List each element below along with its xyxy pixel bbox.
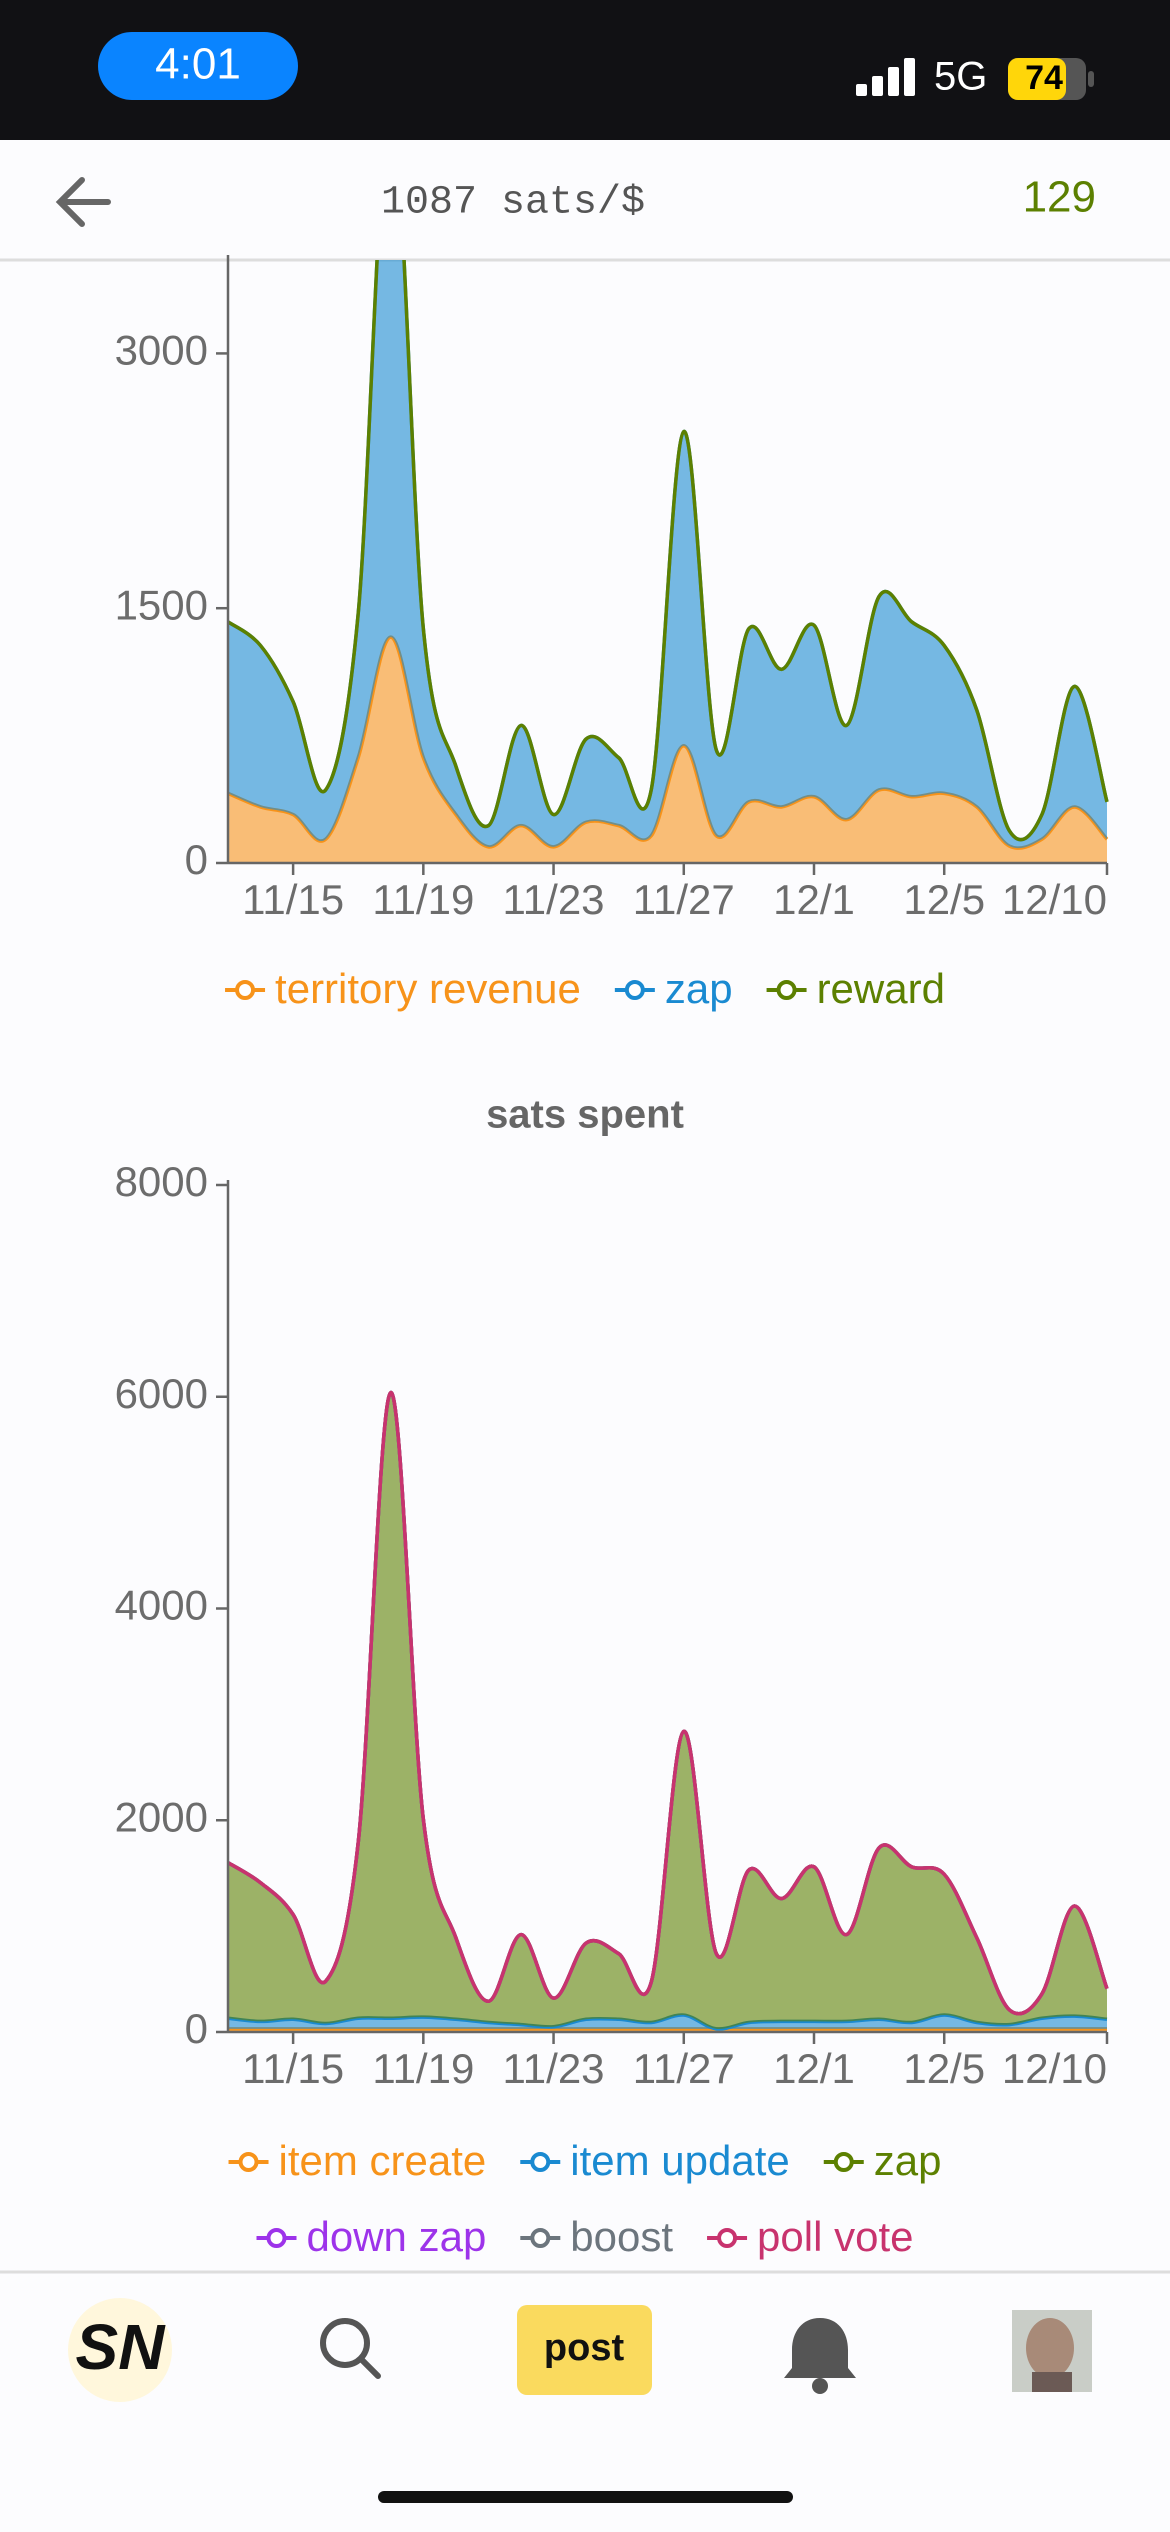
y-tick-label: 4000 [115,1582,208,1629]
legend-marker [624,980,645,1000]
legend-item: down zap [256,2213,487,2260]
legend-label: zap [874,2137,942,2184]
post-label: post [544,2327,625,2369]
y-tick-label: 3000 [115,327,208,374]
signal-icon [856,58,915,96]
network: 5G [934,55,987,99]
legend-label: territory revenue [275,965,581,1012]
plot-area [226,260,1109,863]
legend-marker [238,2152,259,2172]
legend-item: territory revenue [225,965,581,1012]
notifications-button[interactable] [784,2318,856,2394]
chart-title: sats spent [486,1093,684,1137]
x-tick-label: 11/15 [242,876,344,923]
x-tick-label: 12/10 [1002,2045,1107,2092]
charts: 0 1500 3000 11/15 11/19 11/23 11/27 12/1 12/5 12/… [115,255,1109,2260]
x-tick-label: 11/19 [372,876,474,923]
area-line [227,1390,1109,2016]
x-tick-label: 12/1 [773,2045,855,2092]
logo[interactable]: SN [76,2311,167,2383]
legend-item: poll vote [707,2213,913,2260]
search-button[interactable] [320,2318,381,2379]
x-tick-label: 11/15 [242,2045,344,2092]
area [228,260,1107,849]
legend-marker [235,980,256,1000]
area-line [226,260,1109,842]
legend-label: poll vote [757,2213,913,2260]
legend-marker [530,2152,551,2172]
legend-item: item create [228,2137,487,2184]
legend-marker [530,2228,551,2248]
legend-item: zap [823,2137,942,2184]
legend-label: item create [279,2137,487,2184]
chart: 0 1500 3000 11/15 11/19 11/23 11/27 12/1 12/5 12/… [115,255,1109,1012]
battery-nub [1088,71,1094,87]
time-pill [98,32,298,100]
header [0,140,1170,260]
legend-item: boost [520,2213,673,2260]
back-button[interactable] [55,177,111,227]
area [228,1392,1107,2029]
legend-item: item update [520,2137,790,2184]
legend-marker [776,980,797,1000]
x-tick-label: 12/10 [1002,876,1107,923]
x-tick-label: 11/19 [372,2045,474,2092]
y-tick-label: 8000 [115,1158,208,1205]
post-button[interactable] [517,2305,652,2395]
legend-label: boost [570,2213,673,2260]
time: 4:01 [155,40,241,89]
y-tick-label: 0 [185,2005,208,2052]
x-tick-label: 12/5 [903,876,985,923]
legend-label: item update [570,2137,789,2184]
x-tick-label: 12/1 [773,876,855,923]
exchange-rate: 1087 sats/$ [381,181,645,226]
legend-marker [833,2152,854,2172]
plot-area [227,1390,1109,2032]
y-tick-label: 1500 [115,581,208,628]
x-tick-label: 12/5 [903,2045,985,2092]
legend-label: down zap [307,2213,487,2260]
logo-bg [68,2298,172,2402]
x-tick-label: 11/23 [503,2045,605,2092]
y-tick-label: 0 [185,836,208,883]
y-tick-label: 2000 [115,1793,208,1840]
area [228,2014,1107,2029]
legend-item: zap [614,965,733,1012]
legend-label: zap [665,965,733,1012]
wallet-balance[interactable]: 129 [1023,173,1096,222]
legend-item: reward [766,965,945,1012]
battery-level [1008,58,1066,100]
legend-marker [266,2228,287,2248]
legend-label: reward [817,965,945,1012]
profile-avatar[interactable] [1012,2310,1092,2392]
home-indicator [378,2491,793,2503]
x-tick-label: 11/23 [503,876,605,923]
y-tick-label: 6000 [115,1370,208,1417]
chart: 0 2000 4000 6000 8000 11/15 11/19 11/23 11/27 12/… [115,1093,1109,2260]
x-tick-label: 11/27 [633,876,735,923]
x-tick-label: 11/27 [633,2045,735,2092]
battery-text: 74 [1025,59,1063,97]
legend-marker [717,2228,738,2248]
